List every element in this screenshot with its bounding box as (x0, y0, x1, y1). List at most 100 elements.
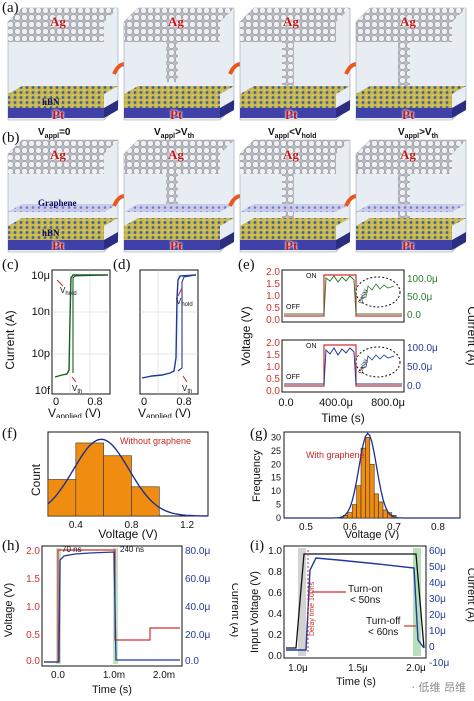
cube-b4 (355, 139, 467, 253)
cube-a2 (123, 7, 250, 121)
chart-g-ytick-6: 0 (276, 513, 281, 523)
chart-f-ylabel: Count (29, 463, 43, 496)
chart-g-bar-5 (365, 437, 371, 519)
chart-h-xtick-0: 0.0 (51, 670, 65, 681)
chart-h-current (44, 551, 180, 663)
chart-i-ylabel-left: Input Voltage (V) (249, 571, 261, 653)
chart-f-xtick-2: 1.2 (180, 520, 194, 531)
chart-e-top-ytick-1: 1.5 (266, 279, 280, 290)
chart-e-top-inset (355, 276, 401, 308)
chart-h-rtick-1: 60.0μ (185, 574, 210, 585)
chart-i-frame (283, 545, 427, 659)
chart-f-bar-1 (75, 442, 104, 517)
chart-d-vth-label: Vth (182, 384, 192, 395)
chart-e-bot-ytick-0: 2.0 (266, 338, 280, 349)
chart-h-ann-240ns: 240 ns (120, 545, 144, 554)
panel-label-b: (b) (2, 130, 20, 146)
chart-e-svg: Voltage (V) Current (A) 2.0 1.5 1.0 0.5 … (239, 267, 474, 425)
chart-e-top-ytick-2: 1.0 (266, 291, 280, 302)
chart-c-svg: Current (A) 10μ 10n 10p 10f Vhold Vth 0 … (3, 269, 111, 418)
chart-i-delay-label: Delay time 100ns (309, 581, 316, 636)
chart-c-xtick-1: 0.8 (87, 396, 102, 408)
chart-i-xtick-1: 1.5μ (348, 663, 368, 674)
chart-c-vth-arrow (71, 376, 77, 383)
chart-g-xtick-2: 0.7 (387, 522, 401, 533)
chart-c-xlabel: Vapplied (V) (48, 406, 101, 418)
ag-label-a1: Ag (50, 14, 66, 29)
pt-label-b4: Pt (402, 238, 415, 253)
chart-e-bot-off: OFF (286, 374, 300, 381)
chart-c-ylabel: Current (A) (3, 310, 17, 369)
cube-b2 (123, 139, 250, 253)
voltage-label-a4: Vappl>Vth (398, 127, 439, 140)
chart-g-bar-1 (347, 512, 353, 519)
chart-h-ytick-2: 1.0 (26, 602, 40, 613)
panel-label-g: (g) (250, 426, 268, 442)
chart-e-bot-rtick-0: 100.0μ (407, 343, 438, 354)
panel-label-h: (h) (2, 538, 20, 554)
chart-g-bar-8 (378, 501, 384, 519)
chart-e-top-voltage (284, 274, 402, 317)
chart-i-hatch-1 (298, 548, 306, 656)
chart-e-bot-inset-trace (359, 354, 395, 369)
chart-f-legend: Without graphene (120, 436, 191, 446)
voltage-label-a2: Vappl>Vth (154, 127, 195, 140)
chart-e-bot-ytick-1: 1.5 (266, 350, 280, 361)
chart-h-voltage (44, 549, 180, 663)
chart-i-input-voltage (286, 553, 425, 649)
chart-i-rtick-6: 0 (429, 642, 435, 653)
chart-d-curve-return (177, 274, 197, 372)
chart-c-curve-return (72, 274, 109, 373)
ag-label-a2: Ag (168, 14, 184, 29)
chart-e-bot-rtick-2: 0.0 (407, 381, 421, 392)
chart-c-ytick-3: 10f (35, 385, 51, 397)
cube-b3 (239, 139, 366, 253)
chart-h-ylabel-left: Voltage (V) (3, 583, 15, 637)
chart-h-svg: Voltage (V) Current (A) 2.0 1.5 1.0 0.5 … (3, 545, 238, 696)
chart-i-xlabel: Time (s) (336, 676, 376, 688)
chart-h-ytick-0: 2.0 (26, 546, 40, 557)
chart-i-ytick-3: 0.4 (268, 609, 282, 620)
chart-h-rtick-0: 80.0μ (185, 546, 210, 557)
chart-c-ytick-0: 10μ (31, 270, 50, 282)
chart-c-vhold-label: Vhold (60, 286, 77, 297)
pt-label-a1: Pt (52, 107, 65, 122)
chart-g-ytick-2: 20 (271, 459, 281, 469)
chart-e-xtick-2: 800.0μ (371, 397, 405, 409)
chart-e-bot-ytick-2: 1.0 (266, 362, 280, 373)
chart-h-frame (41, 545, 183, 667)
chart-i-ytick-4: 0.2 (268, 630, 282, 641)
chart-d-vth-arrow (182, 375, 188, 383)
ag-label-b3: Ag (283, 147, 299, 162)
chart-e-ylabel-left: Voltage (V) (239, 306, 253, 365)
chart-h-ytick-4: 0.0 (26, 656, 40, 667)
hbn-label-a1: hBN (42, 97, 60, 107)
chart-e-top-inset-trace (359, 283, 395, 299)
panel-label-d: (d) (113, 257, 131, 273)
chart-i-rtick-5: 10μ (429, 626, 446, 637)
chart-h-ylabel-right: Current (A) (229, 583, 238, 637)
panel-label-c: (c) (2, 257, 19, 273)
ag-label-b4: Ag (400, 147, 416, 162)
chart-e-top-rtick-2: 0.0 (407, 310, 421, 321)
cube-diagrams-svg (7, 7, 467, 253)
chart-g-bar-3 (356, 485, 362, 519)
chart-h-ytick-1: 1.5 (26, 574, 40, 585)
chart-d-xtick-0: 0 (141, 396, 147, 408)
chart-i-ylabel-right: Current (A) (465, 568, 474, 622)
pt-label-b1: Pt (52, 238, 65, 253)
chart-g-bars (343, 437, 397, 519)
chart-e-bot-ytick-3: 0.5 (266, 374, 280, 385)
voltage-label-a1: Vappl=0 (38, 127, 71, 140)
chart-h-xtick-2: 2.0m (153, 670, 175, 681)
chart-g-xtick-0: 0.5 (299, 522, 313, 533)
chart-g-ytick-0: 30 (271, 432, 281, 442)
chart-g-ylabel: Frequency (251, 450, 263, 502)
chart-e-top-frame (281, 269, 405, 323)
chart-e-top-current (284, 275, 402, 315)
chart-c-ytick-1: 10n (32, 306, 50, 318)
chart-c-ytick-2: 10p (32, 348, 50, 360)
chart-i-rtick-1: 50μ (429, 562, 446, 573)
chart-i-svg: Input Voltage (V) Current (A) 1.0 0.8 0.… (249, 545, 474, 688)
chart-e-top-ytick-0: 2.0 (266, 267, 280, 278)
